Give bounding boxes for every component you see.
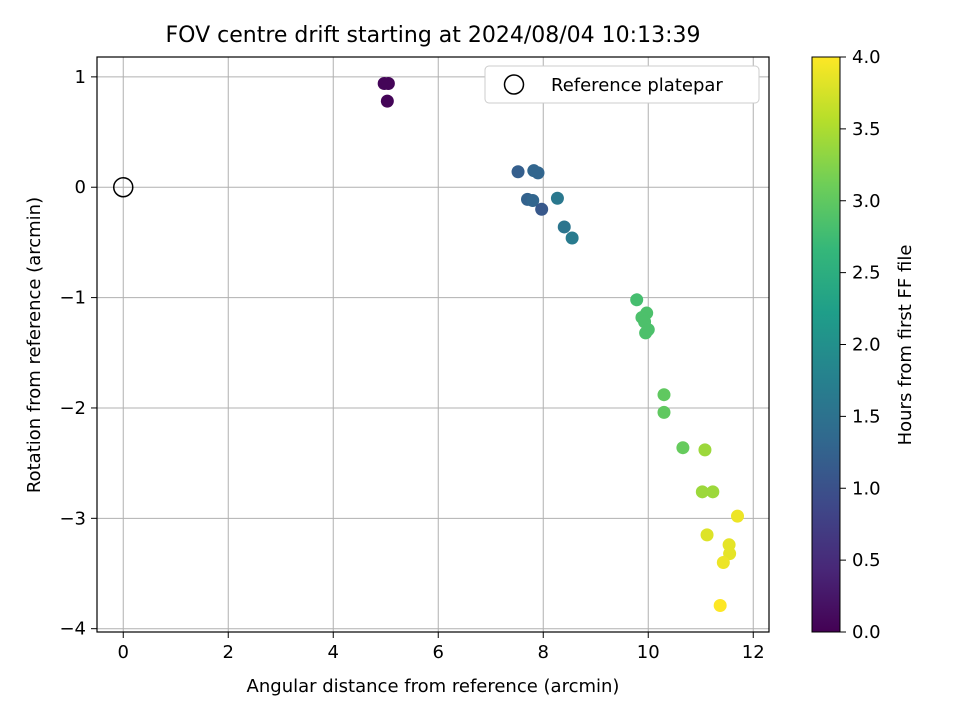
data-point (700, 528, 714, 542)
legend-reference-marker (503, 74, 525, 95)
legend-entry-reference: Reference platepar (551, 75, 723, 96)
colorbar-tick-label: 3.5 (852, 119, 881, 140)
data-point (657, 405, 671, 419)
colorbar-tick-label: 4.0 (852, 47, 881, 68)
x-tick-label: 2 (223, 642, 234, 663)
x-axis-ticks: 0 2 4 6 8 10 12 (118, 632, 765, 663)
x-axis-label: Angular distance from reference (arcmin) (247, 676, 620, 697)
y-tick-label: 1 (75, 67, 86, 88)
data-point (630, 293, 644, 307)
x-tick-label: 0 (118, 642, 129, 663)
colorbar-tick-label: 2.0 (852, 335, 881, 356)
data-point (550, 191, 564, 205)
colorbar-tick-label: 3.0 (852, 191, 881, 212)
data-point (380, 94, 394, 108)
y-tick-label: −2 (59, 398, 86, 419)
y-tick-label: −1 (59, 288, 86, 309)
colorbar-tick-label: 2.5 (852, 263, 881, 284)
reference-marker (113, 176, 134, 198)
data-point (639, 326, 653, 340)
legend-box (484, 65, 760, 104)
data-point (713, 599, 727, 613)
x-tick-label: 10 (637, 642, 660, 663)
grid (97, 57, 769, 632)
y-tick-label: −4 (59, 619, 86, 640)
scatter-points (377, 76, 744, 613)
chart-title: FOV centre drift starting at 2024/08/04 … (166, 23, 701, 48)
data-point (511, 165, 525, 179)
y-axis-label: Rotation from reference (arcmin) (24, 197, 45, 493)
data-point (698, 443, 712, 457)
x-tick-label: 8 (538, 642, 549, 663)
y-axis-ticks: 1 0 −1 −2 −3 −4 (59, 67, 97, 640)
colorbar: 0.0 0.5 1.0 1.5 2.0 2.5 3.0 3.5 4.0 Hours from f… (811, 47, 916, 643)
data-point (535, 202, 549, 216)
colorbar-ticks: 0.0 0.5 1.0 1.5 2.0 2.5 3.0 3.5 4.0 (840, 47, 881, 643)
data-point (557, 220, 571, 234)
x-tick-label: 4 (328, 642, 339, 663)
colorbar-bar (811, 56, 841, 633)
reference-marker-group (113, 176, 134, 198)
y-tick-label: 0 (75, 177, 86, 198)
data-point (706, 485, 720, 499)
x-tick-label: 6 (433, 642, 444, 663)
data-point (531, 166, 545, 180)
data-point (676, 441, 690, 455)
data-point (716, 555, 730, 569)
plot-background (97, 57, 769, 632)
x-tick-label: 12 (742, 642, 765, 663)
data-point (526, 193, 540, 207)
colorbar-tick-label: 0.5 (852, 550, 881, 571)
data-point (731, 509, 744, 523)
plot-area: 0 2 4 6 8 10 12 10−1−2−3−4 (59, 56, 770, 663)
colorbar-tick-label: 0.0 (852, 622, 881, 643)
colorbar-label: Hours from first FF file (895, 245, 916, 446)
data-point (695, 485, 709, 499)
data-point (565, 231, 579, 245)
legend: Reference platepar (484, 65, 760, 104)
data-point (657, 388, 671, 402)
plot-frame (96, 56, 770, 633)
y-tick-label: −3 (59, 508, 86, 529)
colorbar-tick-label: 1.0 (852, 478, 881, 499)
data-point (381, 76, 395, 90)
colorbar-tick-label: 1.5 (852, 406, 881, 427)
